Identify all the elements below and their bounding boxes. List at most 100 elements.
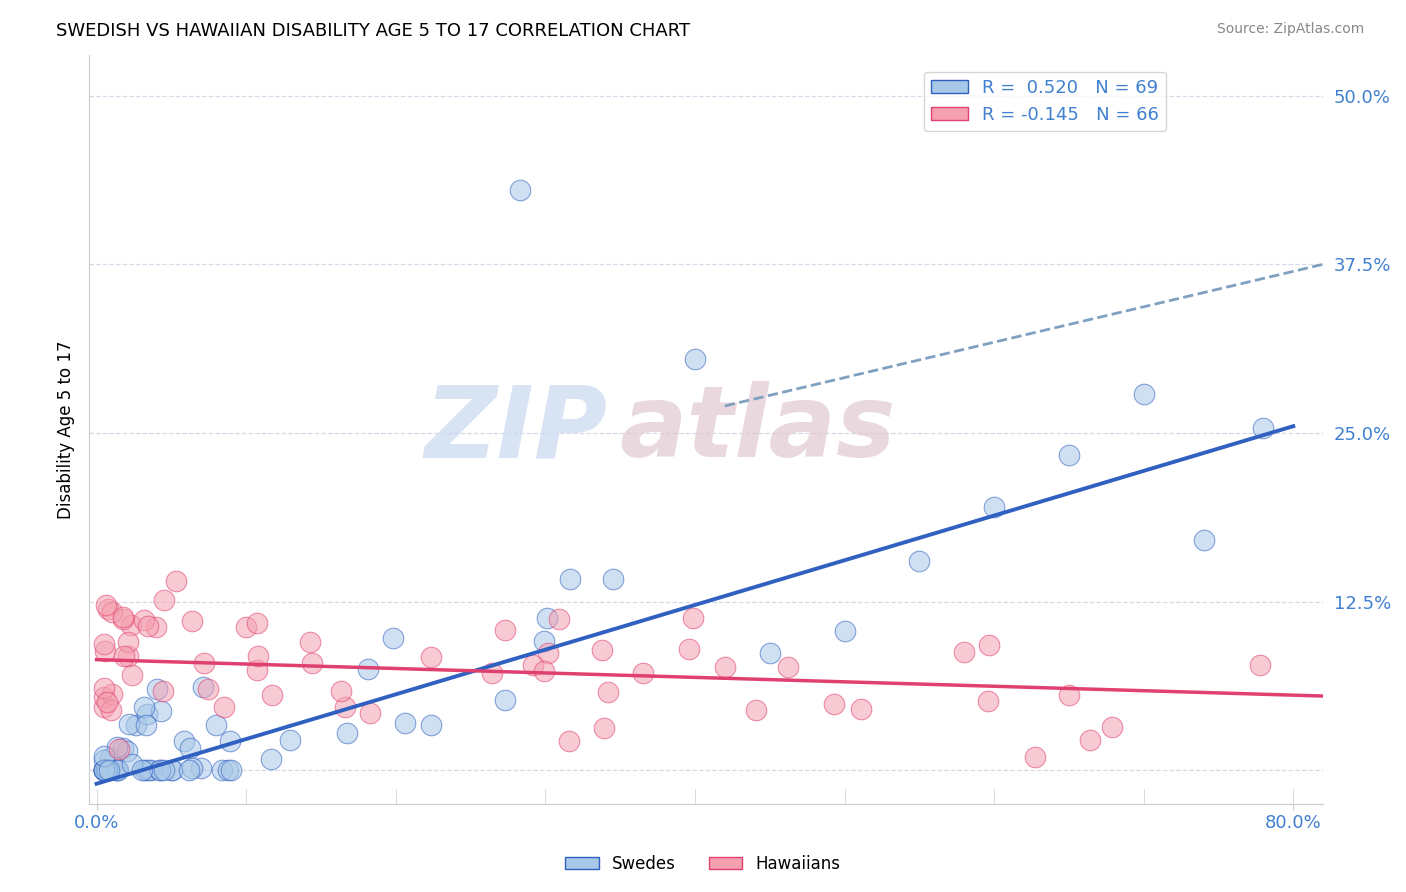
Hawaiians <box>953 645 976 659</box>
Swedes <box>1057 448 1080 462</box>
Hawaiians <box>849 701 872 715</box>
Hawaiians <box>152 684 174 698</box>
Swedes <box>221 764 243 778</box>
Hawaiians <box>235 620 257 634</box>
Swedes <box>218 733 240 747</box>
Hawaiians <box>96 695 118 709</box>
Text: ZIP: ZIP <box>425 381 607 478</box>
Swedes <box>394 716 416 731</box>
Swedes <box>420 718 443 732</box>
Swedes <box>1192 533 1215 547</box>
Hawaiians <box>979 638 1001 652</box>
Hawaiians <box>246 615 269 630</box>
Hawaiians <box>93 681 115 695</box>
Swedes <box>96 764 118 778</box>
Hawaiians <box>631 665 654 680</box>
Hawaiians <box>193 657 215 671</box>
Hawaiians <box>197 682 219 697</box>
Hawaiians <box>592 721 614 735</box>
Hawaiians <box>152 593 174 607</box>
Hawaiians <box>121 667 143 681</box>
Swedes <box>93 764 115 778</box>
Swedes <box>115 744 138 758</box>
Hawaiians <box>596 684 619 698</box>
Hawaiians <box>212 700 235 714</box>
Swedes <box>509 183 531 197</box>
Swedes <box>983 500 1005 514</box>
Legend: R =  0.520   N = 69, R = -0.145   N = 66: R = 0.520 N = 69, R = -0.145 N = 66 <box>924 71 1166 131</box>
Swedes <box>758 646 780 660</box>
Swedes <box>536 610 558 624</box>
Swedes <box>834 624 856 638</box>
Hawaiians <box>246 663 269 677</box>
Hawaiians <box>557 734 579 748</box>
Swedes <box>118 717 141 731</box>
Swedes <box>136 764 159 778</box>
Hawaiians <box>533 664 555 678</box>
Swedes <box>93 764 115 778</box>
Swedes <box>107 764 129 778</box>
Text: Source: ZipAtlas.com: Source: ZipAtlas.com <box>1216 22 1364 37</box>
Swedes <box>908 554 931 568</box>
Hawaiians <box>134 613 156 627</box>
Swedes <box>356 662 378 676</box>
Hawaiians <box>745 702 768 716</box>
Swedes <box>162 764 184 778</box>
Swedes <box>162 763 184 777</box>
Swedes <box>121 757 143 772</box>
Swedes <box>98 751 121 765</box>
Swedes <box>190 761 212 775</box>
Hawaiians <box>778 660 800 674</box>
Swedes <box>217 764 239 778</box>
Hawaiians <box>120 618 142 632</box>
Hawaiians <box>93 690 115 705</box>
Swedes <box>205 718 228 732</box>
Y-axis label: Disability Age 5 to 17: Disability Age 5 to 17 <box>58 341 75 519</box>
Legend: Swedes, Hawaiians: Swedes, Hawaiians <box>558 848 848 880</box>
Swedes <box>132 699 155 714</box>
Swedes <box>149 764 172 778</box>
Swedes <box>146 681 169 696</box>
Hawaiians <box>117 648 139 663</box>
Hawaiians <box>1101 720 1123 734</box>
Swedes <box>93 764 115 778</box>
Hawaiians <box>1024 750 1046 764</box>
Hawaiians <box>111 610 134 624</box>
Hawaiians <box>181 614 204 628</box>
Hawaiians <box>682 610 704 624</box>
Swedes <box>558 572 581 586</box>
Hawaiians <box>522 658 544 673</box>
Swedes <box>93 748 115 763</box>
Hawaiians <box>117 635 139 649</box>
Hawaiians <box>112 648 135 663</box>
Swedes <box>96 764 118 778</box>
Hawaiians <box>93 644 115 658</box>
Hawaiians <box>108 742 131 756</box>
Swedes <box>280 733 302 747</box>
Hawaiians <box>333 700 356 714</box>
Text: SWEDISH VS HAWAIIAN DISABILITY AGE 5 TO 17 CORRELATION CHART: SWEDISH VS HAWAIIAN DISABILITY AGE 5 TO … <box>56 22 690 40</box>
Swedes <box>1253 421 1275 435</box>
Swedes <box>135 718 157 732</box>
Swedes <box>105 740 128 755</box>
Swedes <box>260 752 283 766</box>
Hawaiians <box>97 602 120 616</box>
Swedes <box>381 631 404 645</box>
Swedes <box>177 764 200 778</box>
Hawaiians <box>165 574 187 589</box>
Swedes <box>533 633 555 648</box>
Swedes <box>93 764 115 778</box>
Swedes <box>1132 387 1154 401</box>
Swedes <box>181 761 204 775</box>
Swedes <box>112 741 135 756</box>
Hawaiians <box>93 637 115 651</box>
Swedes <box>153 764 176 778</box>
Swedes <box>149 764 172 778</box>
Swedes <box>179 741 201 756</box>
Hawaiians <box>330 683 353 698</box>
Swedes <box>211 764 233 778</box>
Hawaiians <box>100 687 122 701</box>
Swedes <box>93 764 115 778</box>
Hawaiians <box>93 700 115 714</box>
Swedes <box>93 753 115 767</box>
